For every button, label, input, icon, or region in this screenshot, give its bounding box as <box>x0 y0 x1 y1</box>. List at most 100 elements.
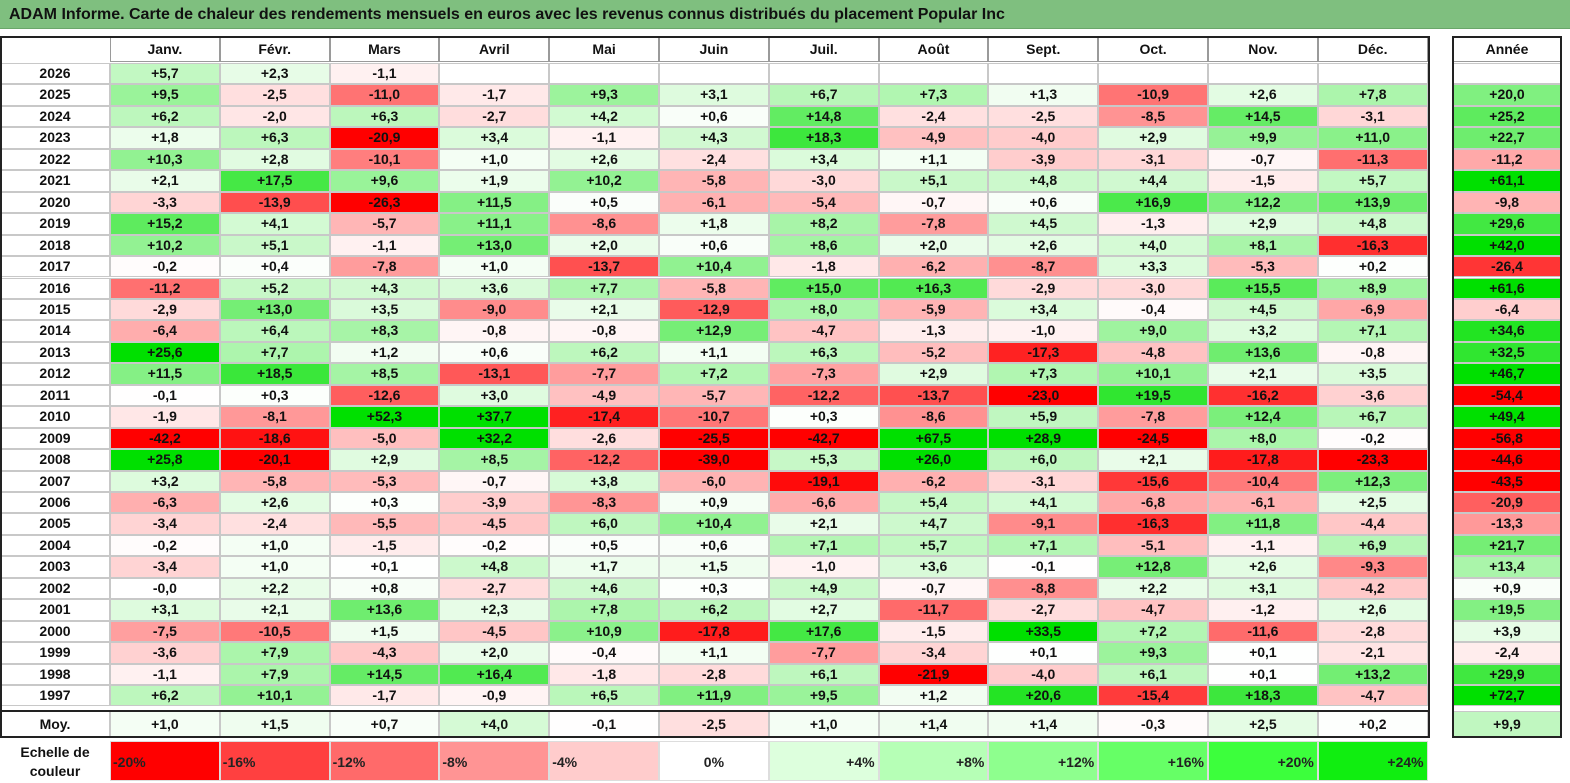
heatmap-cell: -11,3 <box>1317 148 1428 171</box>
heatmap-cell: +7,8 <box>1317 84 1428 106</box>
heatmap-cell: +1,5 <box>329 620 440 643</box>
heatmap-cell: -5,3 <box>329 470 440 492</box>
row-label-2015: 2015 <box>0 298 110 321</box>
heatmap-cell: -21,9 <box>878 663 989 686</box>
heatmap-cell: +6,2 <box>110 685 220 707</box>
heatmap-cell: +2,6 <box>1208 84 1318 106</box>
heatmap-cell: -6,3 <box>110 492 220 514</box>
row-label-2010: 2010 <box>0 406 110 428</box>
heatmap-cell: -12,9 <box>659 298 769 321</box>
heatmap-cell: -4,7 <box>768 320 879 342</box>
heatmap-cell: -16,2 <box>1208 384 1318 407</box>
heatmap-cell: +4,5 <box>988 213 1099 235</box>
heatmap-cell: -15,6 <box>1098 470 1208 492</box>
heatmap-cell: -4,4 <box>1317 513 1428 535</box>
heatmap-cell: +26,0 <box>878 449 989 471</box>
year-total-cell: -9,8 <box>1452 191 1562 214</box>
heatmap-cell: -8,3 <box>549 492 659 514</box>
heatmap-cell: +10,2 <box>549 170 659 192</box>
heatmap-cell: +7,8 <box>549 599 659 621</box>
heatmap-cell: -0,2 <box>439 534 550 557</box>
year-total-cell: +34,6 <box>1452 320 1562 342</box>
heatmap-cell: +12,3 <box>1317 470 1428 492</box>
heatmap-cell: -6,8 <box>1098 492 1208 514</box>
heatmap-cell: +7,3 <box>878 84 989 106</box>
year-total-cell: -11,2 <box>1452 148 1562 171</box>
heatmap-cell: +0,3 <box>219 384 330 407</box>
heatmap-cell: -2,0 <box>219 105 330 128</box>
color-scale-swatch: +12% <box>988 741 1099 781</box>
heatmap-cell: +11,9 <box>659 685 769 707</box>
heatmap-cell: +4,3 <box>659 127 769 149</box>
heatmap-cell: -5,7 <box>329 213 440 235</box>
heatmap-cell: -5,5 <box>329 513 440 535</box>
heatmap-cell: +2,2 <box>219 577 330 600</box>
heatmap-cell: +17,5 <box>219 170 330 192</box>
heatmap-cell: +7,9 <box>219 663 330 686</box>
row-label-2024: 2024 <box>0 105 110 128</box>
color-scale-swatch: +16% <box>1098 741 1208 781</box>
column-header-2: Mars <box>329 36 440 62</box>
year-total-cell: +21,7 <box>1452 534 1562 557</box>
heatmap-cell: -4,5 <box>439 513 550 535</box>
heatmap-cell: +16,3 <box>878 277 989 299</box>
heatmap-cell: -4,7 <box>1098 599 1208 621</box>
heatmap-cell: +0,9 <box>659 492 769 514</box>
heatmap-cell: +28,9 <box>988 427 1099 450</box>
heatmap-cell: +9,3 <box>1098 642 1208 664</box>
heatmap-cell: -24,5 <box>1098 427 1208 450</box>
heatmap-cell: +0,5 <box>549 534 659 557</box>
heatmap-cell: +12,9 <box>659 320 769 342</box>
heatmap-cell: +0,6 <box>988 191 1099 214</box>
heatmap-cell: -2,4 <box>219 513 330 535</box>
heatmap-cell: +1,2 <box>878 685 989 707</box>
heatmap-cell: -8,6 <box>549 213 659 235</box>
heatmap-cell: +17,6 <box>768 620 879 643</box>
heatmap-cell: +13,6 <box>1208 341 1318 364</box>
color-scale-swatch: 0% <box>659 741 769 781</box>
heatmap-cell: -20,9 <box>329 127 440 149</box>
heatmap-cell: -2,5 <box>988 105 1099 128</box>
heatmap-cell: +2,1 <box>1098 449 1208 471</box>
heatmap-cell: +0,6 <box>659 534 769 557</box>
heatmap-cell: -0,1 <box>110 384 220 407</box>
heatmap-cell: -6,1 <box>659 191 769 214</box>
heatmap-cell: +4,7 <box>878 513 989 535</box>
year-total-cell: +61,6 <box>1452 277 1562 299</box>
heatmap-cell: -6,2 <box>878 470 989 492</box>
heatmap-cell: +8,6 <box>768 234 879 257</box>
heatmap-cell: +13,9 <box>1317 191 1428 214</box>
heatmap-cell: -3,6 <box>1317 384 1428 407</box>
heatmap-cell: -5,0 <box>329 427 440 450</box>
heatmap-cell: -3,0 <box>1098 277 1208 299</box>
year-total-cell: +46,7 <box>1452 363 1562 385</box>
heatmap-cell: -1,0 <box>988 320 1099 342</box>
heatmap-cell: +2,1 <box>1208 363 1318 385</box>
heatmap-cell: +1,0 <box>219 556 330 578</box>
year-total-cell: +0,9 <box>1452 577 1562 600</box>
color-scale-swatch: +24% <box>1317 741 1428 781</box>
heatmap-cell: -4,5 <box>439 620 550 643</box>
heatmap-cell: -13,1 <box>439 363 550 385</box>
heatmap-cell: -0,7 <box>878 191 989 214</box>
average-cell: +1,4 <box>878 710 989 738</box>
heatmap-cell: +3,4 <box>439 127 550 149</box>
heatmap-cell: -17,8 <box>659 620 769 643</box>
heatmap-cell: +6,5 <box>549 685 659 707</box>
year-total-cell: +13,4 <box>1452 556 1562 578</box>
heatmap-cell: -2,5 <box>219 84 330 106</box>
heatmap-cell: +15,5 <box>1208 277 1318 299</box>
heatmap-cell: -0,7 <box>439 470 550 492</box>
heatmap-cell: -2,8 <box>1317 620 1428 643</box>
heatmap-cell: -19,1 <box>768 470 879 492</box>
heatmap-cell: +2,9 <box>878 363 989 385</box>
heatmap-cell: -13,7 <box>549 256 659 278</box>
color-scale-swatch: -4% <box>549 741 659 781</box>
heatmap-cell: -3,6 <box>110 642 220 664</box>
heatmap-cell: +16,9 <box>1098 191 1208 214</box>
heatmap-cell: +5,7 <box>1317 170 1428 192</box>
heatmap-cell: +6,1 <box>768 663 879 686</box>
heatmap-cell <box>878 63 989 85</box>
year-total-cell: +22,7 <box>1452 127 1562 149</box>
heatmap-cell: -42,2 <box>110 427 220 450</box>
